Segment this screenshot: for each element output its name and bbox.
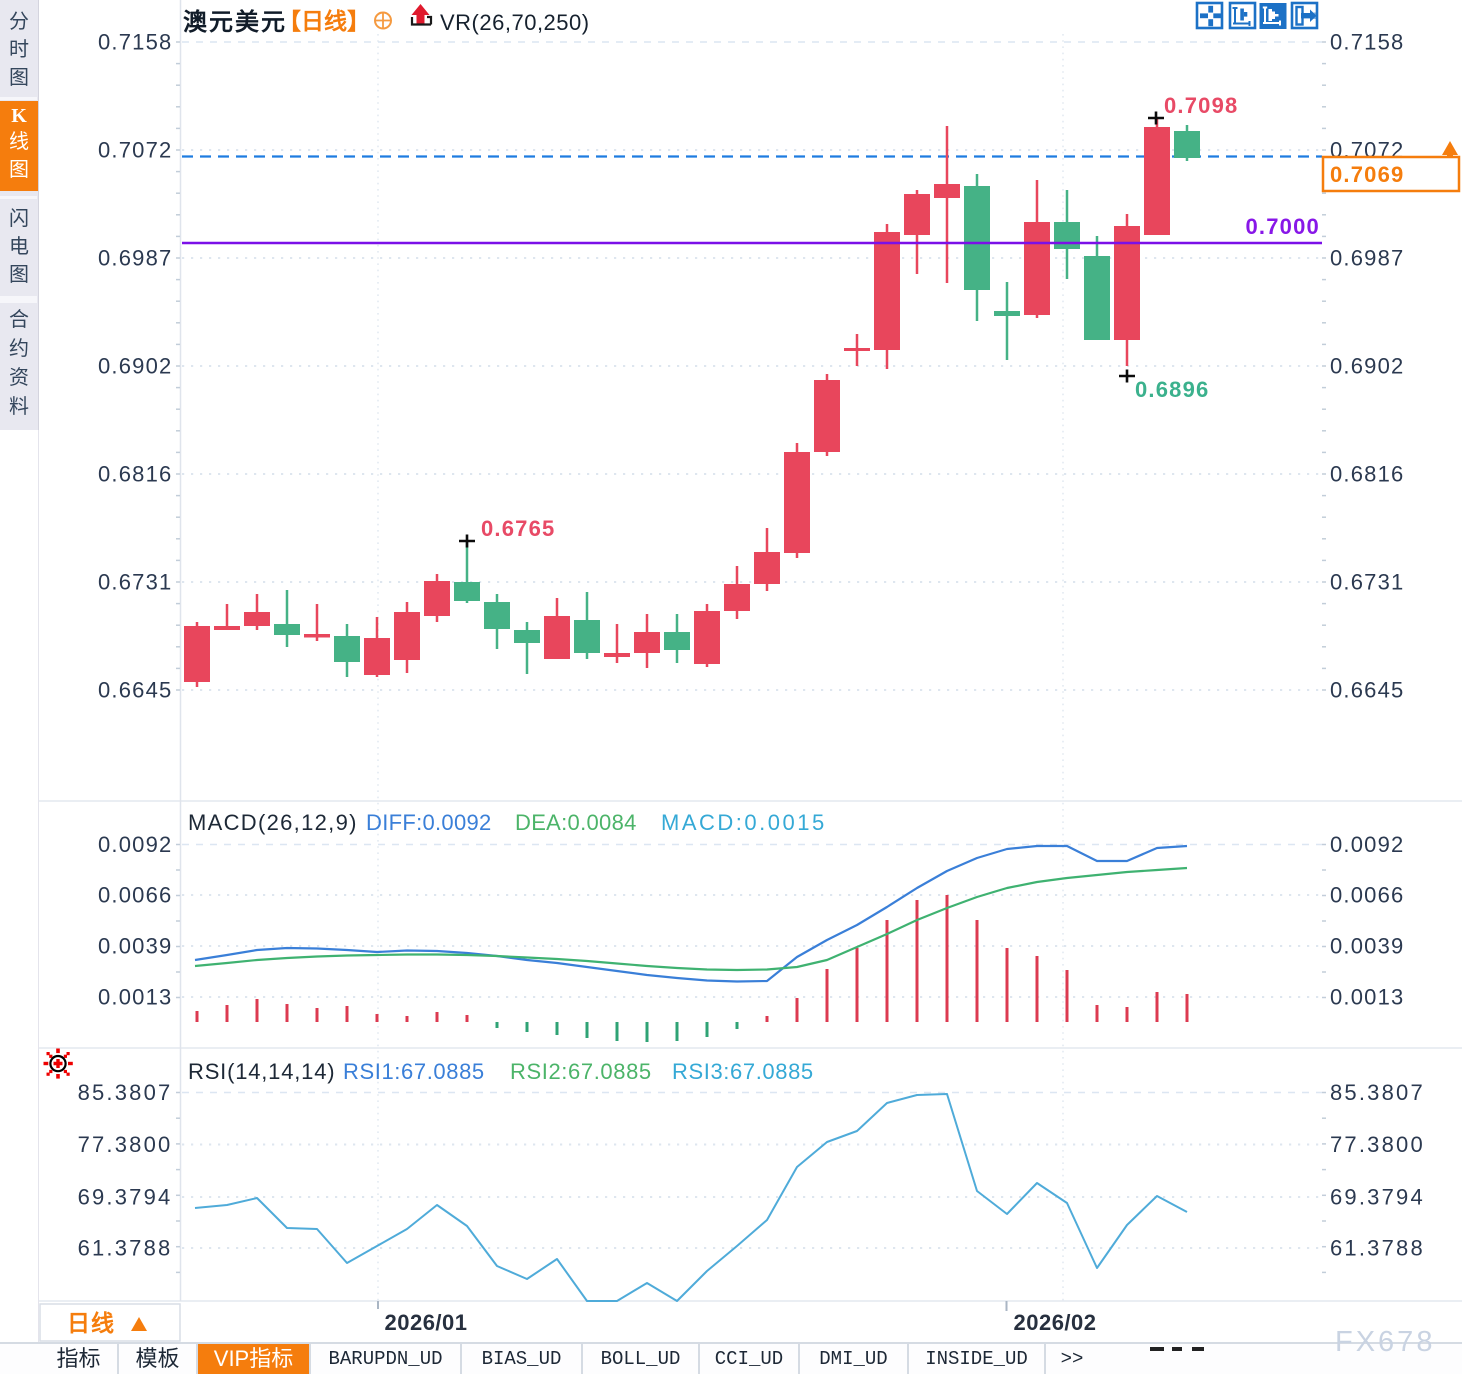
svg-text:RSI3:67.0885: RSI3:67.0885 bbox=[672, 1059, 814, 1084]
svg-text:【日线】: 【日线】 bbox=[278, 8, 370, 34]
svg-text:0.0039: 0.0039 bbox=[98, 934, 173, 959]
svg-text:85.3807: 85.3807 bbox=[78, 1080, 173, 1105]
svg-text:澳元美元: 澳元美元 bbox=[183, 8, 287, 36]
svg-text:69.3794: 69.3794 bbox=[78, 1185, 173, 1210]
svg-text:0.7098: 0.7098 bbox=[1164, 93, 1239, 118]
svg-text:0.6765: 0.6765 bbox=[481, 516, 556, 541]
svg-text:DEA:0.0084: DEA:0.0084 bbox=[515, 810, 637, 835]
svg-text:61.3788: 61.3788 bbox=[78, 1236, 173, 1261]
svg-text:2026/02: 2026/02 bbox=[1013, 1310, 1096, 1335]
svg-text:0.7072: 0.7072 bbox=[98, 138, 173, 163]
svg-text:MACD(26,12,9): MACD(26,12,9) bbox=[188, 810, 358, 835]
svg-text:0.6902: 0.6902 bbox=[98, 354, 173, 379]
svg-text:61.3788: 61.3788 bbox=[1330, 1236, 1425, 1261]
svg-text:69.3794: 69.3794 bbox=[1330, 1185, 1425, 1210]
svg-text:77.3800: 77.3800 bbox=[1330, 1132, 1425, 1157]
svg-text:0.6816: 0.6816 bbox=[1330, 462, 1405, 487]
svg-text:0.6902: 0.6902 bbox=[1330, 354, 1405, 379]
svg-text:MACD:0.0015: MACD:0.0015 bbox=[661, 810, 827, 835]
svg-text:0.6645: 0.6645 bbox=[1330, 678, 1405, 703]
svg-text:0.6731: 0.6731 bbox=[98, 570, 173, 595]
svg-text:85.3807: 85.3807 bbox=[1330, 1080, 1425, 1105]
svg-text:VR(26,70,250): VR(26,70,250) bbox=[440, 10, 590, 35]
svg-text:2026/01: 2026/01 bbox=[384, 1310, 467, 1335]
svg-text:DIFF:0.0092: DIFF:0.0092 bbox=[366, 810, 492, 835]
svg-text:日线: 日线 bbox=[67, 1310, 115, 1336]
svg-text:0.0092: 0.0092 bbox=[98, 832, 173, 857]
svg-text:0.7069: 0.7069 bbox=[1330, 162, 1405, 187]
svg-text:0.6731: 0.6731 bbox=[1330, 570, 1405, 595]
svg-text:0.6896: 0.6896 bbox=[1135, 377, 1210, 402]
svg-text:0.0066: 0.0066 bbox=[98, 883, 173, 908]
svg-text:RSI2:67.0885: RSI2:67.0885 bbox=[510, 1059, 652, 1084]
svg-text:77.3800: 77.3800 bbox=[78, 1132, 173, 1157]
svg-text:RSI(14,14,14): RSI(14,14,14) bbox=[188, 1059, 335, 1084]
svg-text:0.6816: 0.6816 bbox=[98, 462, 173, 487]
svg-text:0.6987: 0.6987 bbox=[98, 246, 173, 271]
svg-text:RSI1:67.0885: RSI1:67.0885 bbox=[343, 1059, 485, 1084]
svg-text:0.7158: 0.7158 bbox=[98, 30, 173, 55]
svg-text:0.6987: 0.6987 bbox=[1330, 246, 1405, 271]
svg-text:0.0039: 0.0039 bbox=[1330, 934, 1405, 959]
svg-text:0.6645: 0.6645 bbox=[98, 678, 173, 703]
svg-text:0.0013: 0.0013 bbox=[1330, 985, 1405, 1010]
svg-text:0.7158: 0.7158 bbox=[1330, 30, 1405, 55]
svg-text:0.0013: 0.0013 bbox=[98, 985, 173, 1010]
svg-text:0.7000: 0.7000 bbox=[1246, 214, 1321, 239]
svg-text:0.0066: 0.0066 bbox=[1330, 883, 1405, 908]
svg-text:0.0092: 0.0092 bbox=[1330, 832, 1405, 857]
